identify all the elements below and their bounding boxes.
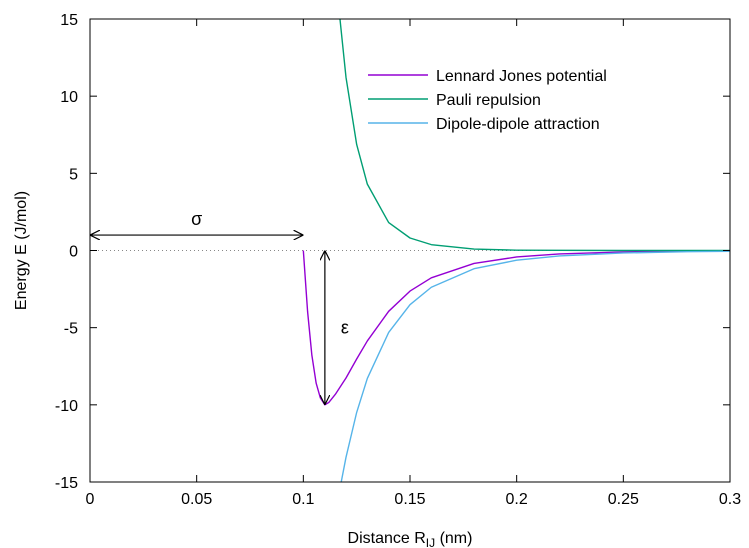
series-line-1 bbox=[302, 250, 730, 406]
legend-label-2: Pauli repulsion bbox=[436, 92, 541, 109]
y-tick-label-0: -15 bbox=[55, 475, 78, 492]
axes-layer: 0 0.05 0.1 0.15 0.2 0.25 0.3 -15 -10 -5 0 5 10 15 Dist… bbox=[13, 12, 741, 548]
x-axis-title-main: Distance R bbox=[348, 530, 426, 547]
x-tick-label-1: 0.05 bbox=[181, 491, 212, 508]
x-axis-title-unit: (nm) bbox=[435, 530, 472, 547]
x-tick-label-4: 0.2 bbox=[506, 491, 528, 508]
y-tick-label-2: -5 bbox=[64, 321, 78, 338]
y-axis-title: Energy E (J/mol) bbox=[13, 191, 30, 310]
y-tick-label-5: 10 bbox=[60, 89, 78, 106]
legend-label-3: Dipole-dipole attraction bbox=[436, 116, 600, 133]
series-layer bbox=[302, 19, 730, 482]
x-tick-label-5: 0.25 bbox=[608, 491, 639, 508]
x-axis-title-subscript: IJ bbox=[426, 536, 435, 548]
y-tick-label-4: 5 bbox=[69, 166, 78, 183]
series-line-3 bbox=[340, 250, 730, 482]
x-tick-label-3: 0.15 bbox=[394, 491, 425, 508]
x-tick-label-6: 0.3 bbox=[719, 491, 741, 508]
legend-label-1: Lennard Jones potential bbox=[436, 68, 607, 85]
y-tick-label-3: 0 bbox=[69, 244, 78, 261]
x-tick-label-2: 0.1 bbox=[292, 491, 314, 508]
legend: Lennard Jones potential Pauli repulsion Di… bbox=[368, 68, 607, 133]
annotation-label-2: ε bbox=[341, 318, 349, 338]
y-tick-label-6: 15 bbox=[60, 12, 78, 29]
x-tick-label-0: 0 bbox=[86, 491, 95, 508]
annotation-label-1: σ bbox=[191, 209, 202, 229]
annotation-layer: σε bbox=[90, 209, 349, 405]
x-axis-title: Distance RIJ (nm) bbox=[348, 530, 473, 548]
y-tick-label-1: -10 bbox=[55, 398, 78, 415]
series-line-2 bbox=[339, 19, 730, 252]
